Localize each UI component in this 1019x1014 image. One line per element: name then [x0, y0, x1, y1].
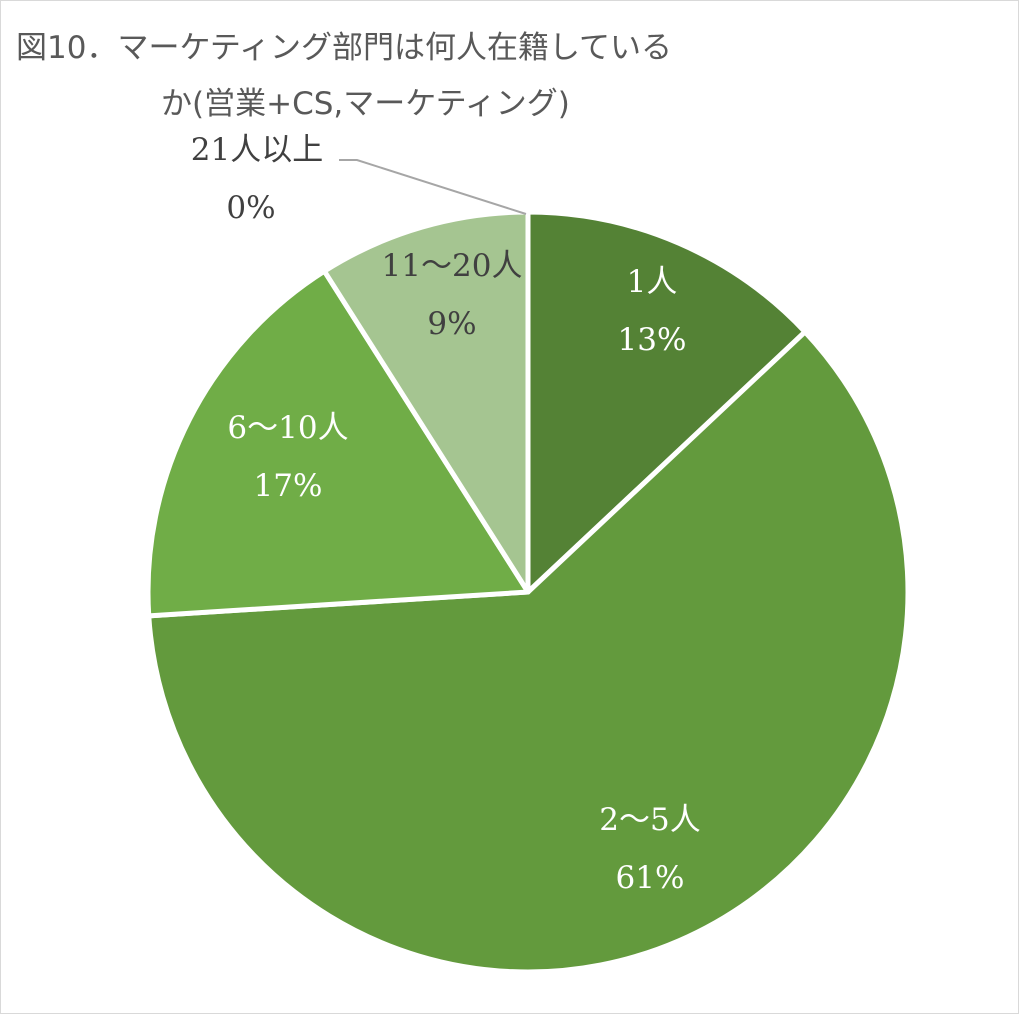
pie-slice-2 [145, 268, 531, 619]
pie-slice-0 [525, 209, 808, 595]
chart-title-line2: か(営業+CS,マーケティング) [161, 86, 570, 122]
pie-slices [145, 209, 911, 975]
slice-percent-4: 0% [226, 190, 275, 226]
chart-title: 図10．マーケティング部門は何人在籍している か(営業+CS,マーケティング) [16, 20, 836, 132]
leader-lines [339, 159, 527, 215]
slice-percent-1: 61% [616, 860, 685, 896]
slice-percent-2: 17% [254, 468, 323, 504]
slice-labels: 1人 13% 2～5人 61% 6～10人 17% 11～20人 9% 21人以上 0% [191, 132, 701, 896]
leader-line-4 [339, 159, 527, 215]
slice-label-0: 1人 [627, 264, 678, 300]
chart-title-line1: 図10．マーケティング部門は何人在籍している [16, 30, 673, 66]
pie-slice-3 [321, 209, 531, 595]
pie-slice-1 [146, 329, 911, 975]
slice-label-1: 2～5人 [599, 802, 700, 838]
slice-label-2: 6～10人 [227, 410, 348, 446]
slice-label-3: 11～20人 [382, 248, 523, 284]
slice-label-4: 21人以上 [191, 132, 323, 168]
slice-percent-0: 13% [618, 322, 687, 358]
slice-percent-3: 9% [427, 306, 476, 342]
